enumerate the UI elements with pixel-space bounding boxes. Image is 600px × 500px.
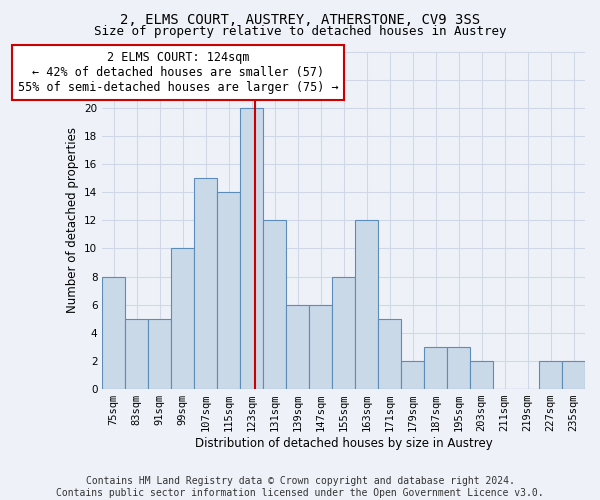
Y-axis label: Number of detached properties: Number of detached properties xyxy=(65,128,79,314)
Bar xyxy=(424,347,447,389)
Text: 2, ELMS COURT, AUSTREY, ATHERSTONE, CV9 3SS: 2, ELMS COURT, AUSTREY, ATHERSTONE, CV9 … xyxy=(120,12,480,26)
X-axis label: Distribution of detached houses by size in Austrey: Distribution of detached houses by size … xyxy=(195,437,493,450)
Bar xyxy=(240,108,263,389)
Bar xyxy=(171,248,194,389)
Bar xyxy=(355,220,378,389)
Text: Size of property relative to detached houses in Austrey: Size of property relative to detached ho… xyxy=(94,25,506,38)
Bar xyxy=(332,276,355,389)
Bar xyxy=(102,276,125,389)
Bar xyxy=(447,347,470,389)
Bar xyxy=(194,178,217,389)
Bar xyxy=(539,361,562,389)
Bar xyxy=(286,304,309,389)
Bar xyxy=(217,192,240,389)
Bar xyxy=(148,319,171,389)
Text: 2 ELMS COURT: 124sqm
← 42% of detached houses are smaller (57)
55% of semi-detac: 2 ELMS COURT: 124sqm ← 42% of detached h… xyxy=(18,51,338,94)
Text: Contains HM Land Registry data © Crown copyright and database right 2024.
Contai: Contains HM Land Registry data © Crown c… xyxy=(56,476,544,498)
Bar xyxy=(562,361,585,389)
Bar xyxy=(470,361,493,389)
Bar xyxy=(263,220,286,389)
Bar xyxy=(401,361,424,389)
Bar xyxy=(309,304,332,389)
Bar xyxy=(378,319,401,389)
Bar xyxy=(125,319,148,389)
